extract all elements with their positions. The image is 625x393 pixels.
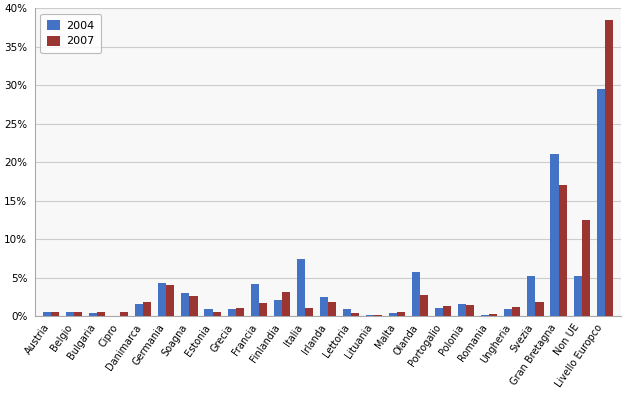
Bar <box>466 305 474 316</box>
Bar <box>389 313 397 316</box>
Bar <box>66 312 74 316</box>
Bar <box>412 272 420 316</box>
Bar <box>504 309 512 316</box>
Bar <box>351 313 359 316</box>
Bar <box>597 89 604 316</box>
Bar <box>43 312 51 316</box>
Bar <box>282 292 290 316</box>
Bar <box>98 312 105 316</box>
Bar <box>512 307 521 316</box>
Bar <box>528 276 536 316</box>
Bar <box>74 312 82 316</box>
Legend: 2004, 2007: 2004, 2007 <box>41 14 101 53</box>
Bar <box>435 308 443 316</box>
Bar <box>574 276 582 316</box>
Bar <box>551 154 559 316</box>
Bar <box>120 312 128 316</box>
Bar <box>251 284 259 316</box>
Bar <box>297 259 305 316</box>
Bar <box>274 300 282 316</box>
Bar <box>135 304 143 316</box>
Bar <box>259 303 267 316</box>
Bar <box>328 302 336 316</box>
Bar <box>443 306 451 316</box>
Bar <box>189 296 198 316</box>
Bar <box>89 313 98 316</box>
Bar <box>536 302 544 316</box>
Bar <box>397 312 405 316</box>
Bar <box>236 308 244 316</box>
Bar <box>305 308 313 316</box>
Bar <box>343 309 351 316</box>
Bar <box>143 301 151 316</box>
Bar <box>458 304 466 316</box>
Bar <box>420 296 428 316</box>
Bar <box>559 185 567 316</box>
Bar <box>489 314 498 316</box>
Bar <box>604 20 612 316</box>
Bar <box>213 312 221 316</box>
Bar <box>181 293 189 316</box>
Bar <box>320 297 328 316</box>
Bar <box>158 283 166 316</box>
Bar <box>204 309 212 316</box>
Bar <box>228 309 236 316</box>
Bar <box>582 220 590 316</box>
Bar <box>166 285 174 316</box>
Bar <box>51 312 59 316</box>
